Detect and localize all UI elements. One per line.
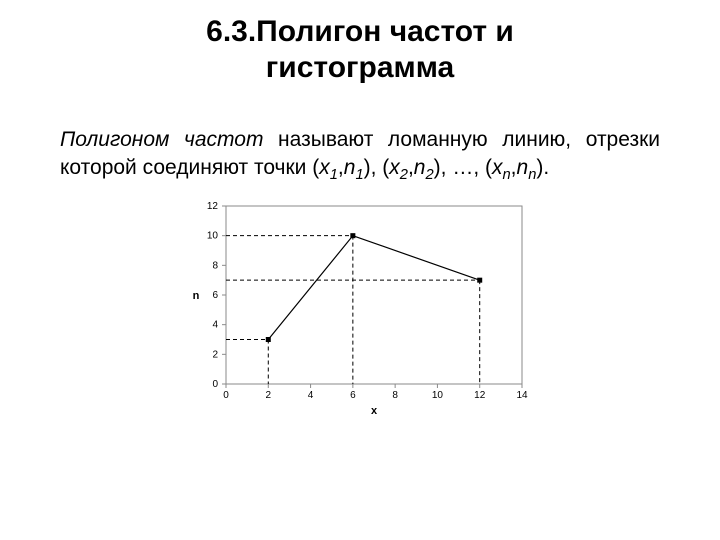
svg-text:6: 6 [212, 290, 218, 301]
slide-title: 6.3.Полигон частот и гистограмма [0, 0, 720, 86]
svg-text:8: 8 [212, 261, 218, 272]
svg-text:2: 2 [266, 390, 272, 401]
chart-container: 0 2 4 6 8 10 12 14 0 2 4 6 8 10 12 x n [0, 192, 720, 422]
svg-text:0: 0 [223, 390, 229, 401]
svg-text:12: 12 [207, 201, 219, 212]
svg-text:0: 0 [212, 379, 218, 390]
frequency-polygon-chart: 0 2 4 6 8 10 12 14 0 2 4 6 8 10 12 x n [180, 192, 540, 422]
svg-text:10: 10 [432, 390, 444, 401]
svg-text:4: 4 [308, 390, 314, 401]
svg-text:n: n [193, 290, 200, 302]
title-line-2: гистограмма [266, 51, 454, 84]
svg-text:4: 4 [212, 320, 218, 331]
term: Полигоном частот [60, 128, 263, 151]
svg-text:2: 2 [212, 350, 218, 361]
svg-text:14: 14 [516, 390, 528, 401]
svg-text:x: x [371, 405, 378, 417]
svg-text:8: 8 [392, 390, 398, 401]
svg-text:6: 6 [350, 390, 356, 401]
svg-text:10: 10 [207, 231, 219, 242]
svg-text:12: 12 [474, 390, 486, 401]
definition-paragraph: Полигоном частот называют ломанную линию… [0, 86, 720, 186]
title-line-1: 6.3.Полигон частот и [206, 15, 514, 48]
